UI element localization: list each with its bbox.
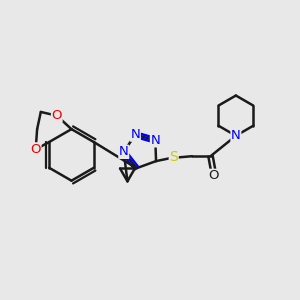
Text: N: N	[231, 129, 241, 142]
Text: N: N	[130, 128, 140, 141]
Text: N: N	[151, 134, 160, 147]
Text: N: N	[119, 145, 129, 158]
Text: O: O	[208, 169, 219, 182]
Text: O: O	[52, 109, 62, 122]
Text: O: O	[30, 143, 41, 156]
Text: S: S	[169, 150, 178, 164]
